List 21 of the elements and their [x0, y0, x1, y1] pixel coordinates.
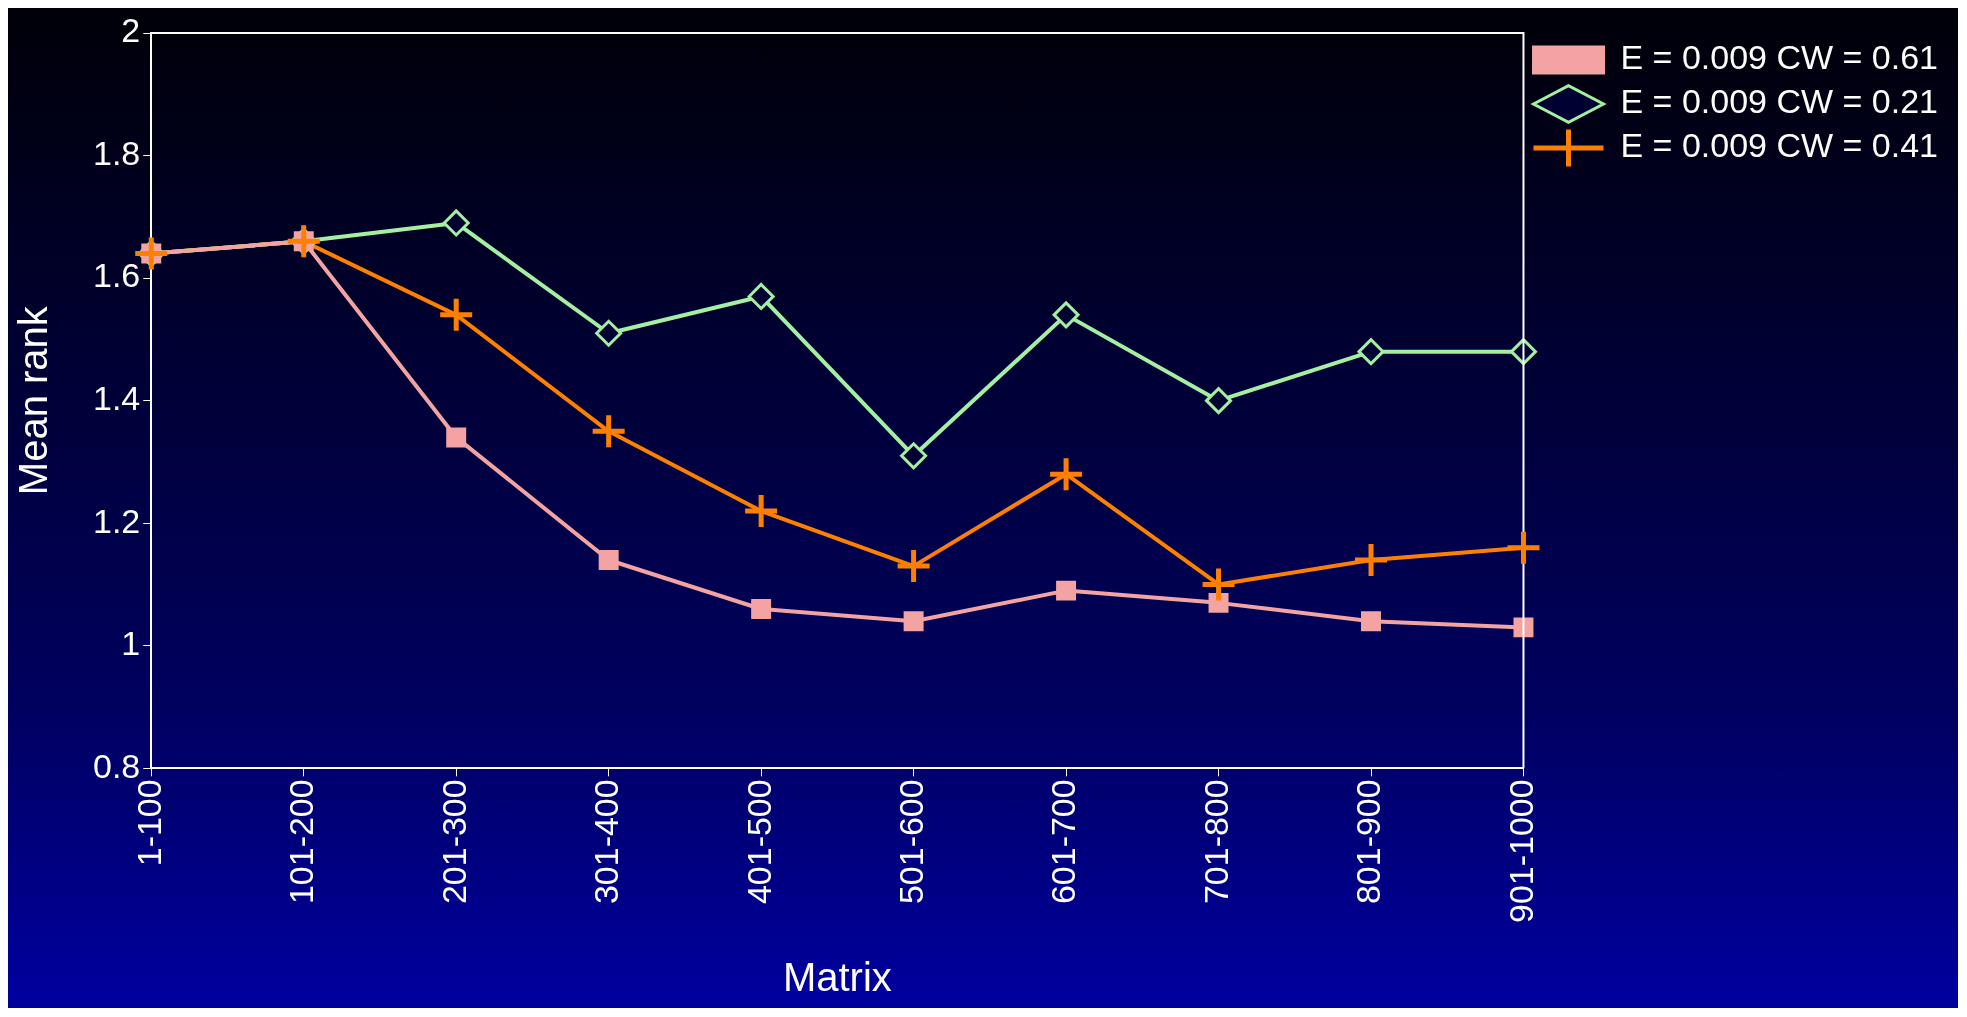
x-tick-label: 101-200 — [282, 779, 321, 905]
x-axis-title: Matrix — [782, 955, 892, 1000]
y-tick-label: 1.2 — [93, 501, 141, 540]
x-tick-label: 901-1000 — [1501, 779, 1540, 923]
legend-label: E = 0.009 CW = 0.61 — [1620, 38, 1939, 77]
x-tick-label: 601-700 — [1044, 779, 1083, 905]
x-tick-label: 1-100 — [129, 779, 168, 867]
y-tick-label: 2 — [121, 11, 141, 50]
legend-label: E = 0.009 CW = 0.21 — [1620, 82, 1939, 121]
x-tick-label: 501-600 — [891, 779, 930, 905]
y-axis-title: Mean rank — [11, 305, 56, 496]
legend-label: E = 0.009 CW = 0.41 — [1620, 126, 1939, 165]
x-tick-label: 401-500 — [739, 779, 778, 905]
y-tick-label: 1.6 — [93, 256, 141, 295]
x-tick-label: 801-900 — [1349, 779, 1388, 905]
x-tick-label: 701-800 — [1196, 779, 1235, 905]
y-tick-label: 1.4 — [93, 379, 141, 418]
y-tick-label: 1 — [121, 624, 141, 663]
x-tick-label: 201-300 — [434, 779, 473, 905]
x-tick-label: 301-400 — [587, 779, 626, 905]
y-tick-label: 1.8 — [93, 133, 141, 172]
